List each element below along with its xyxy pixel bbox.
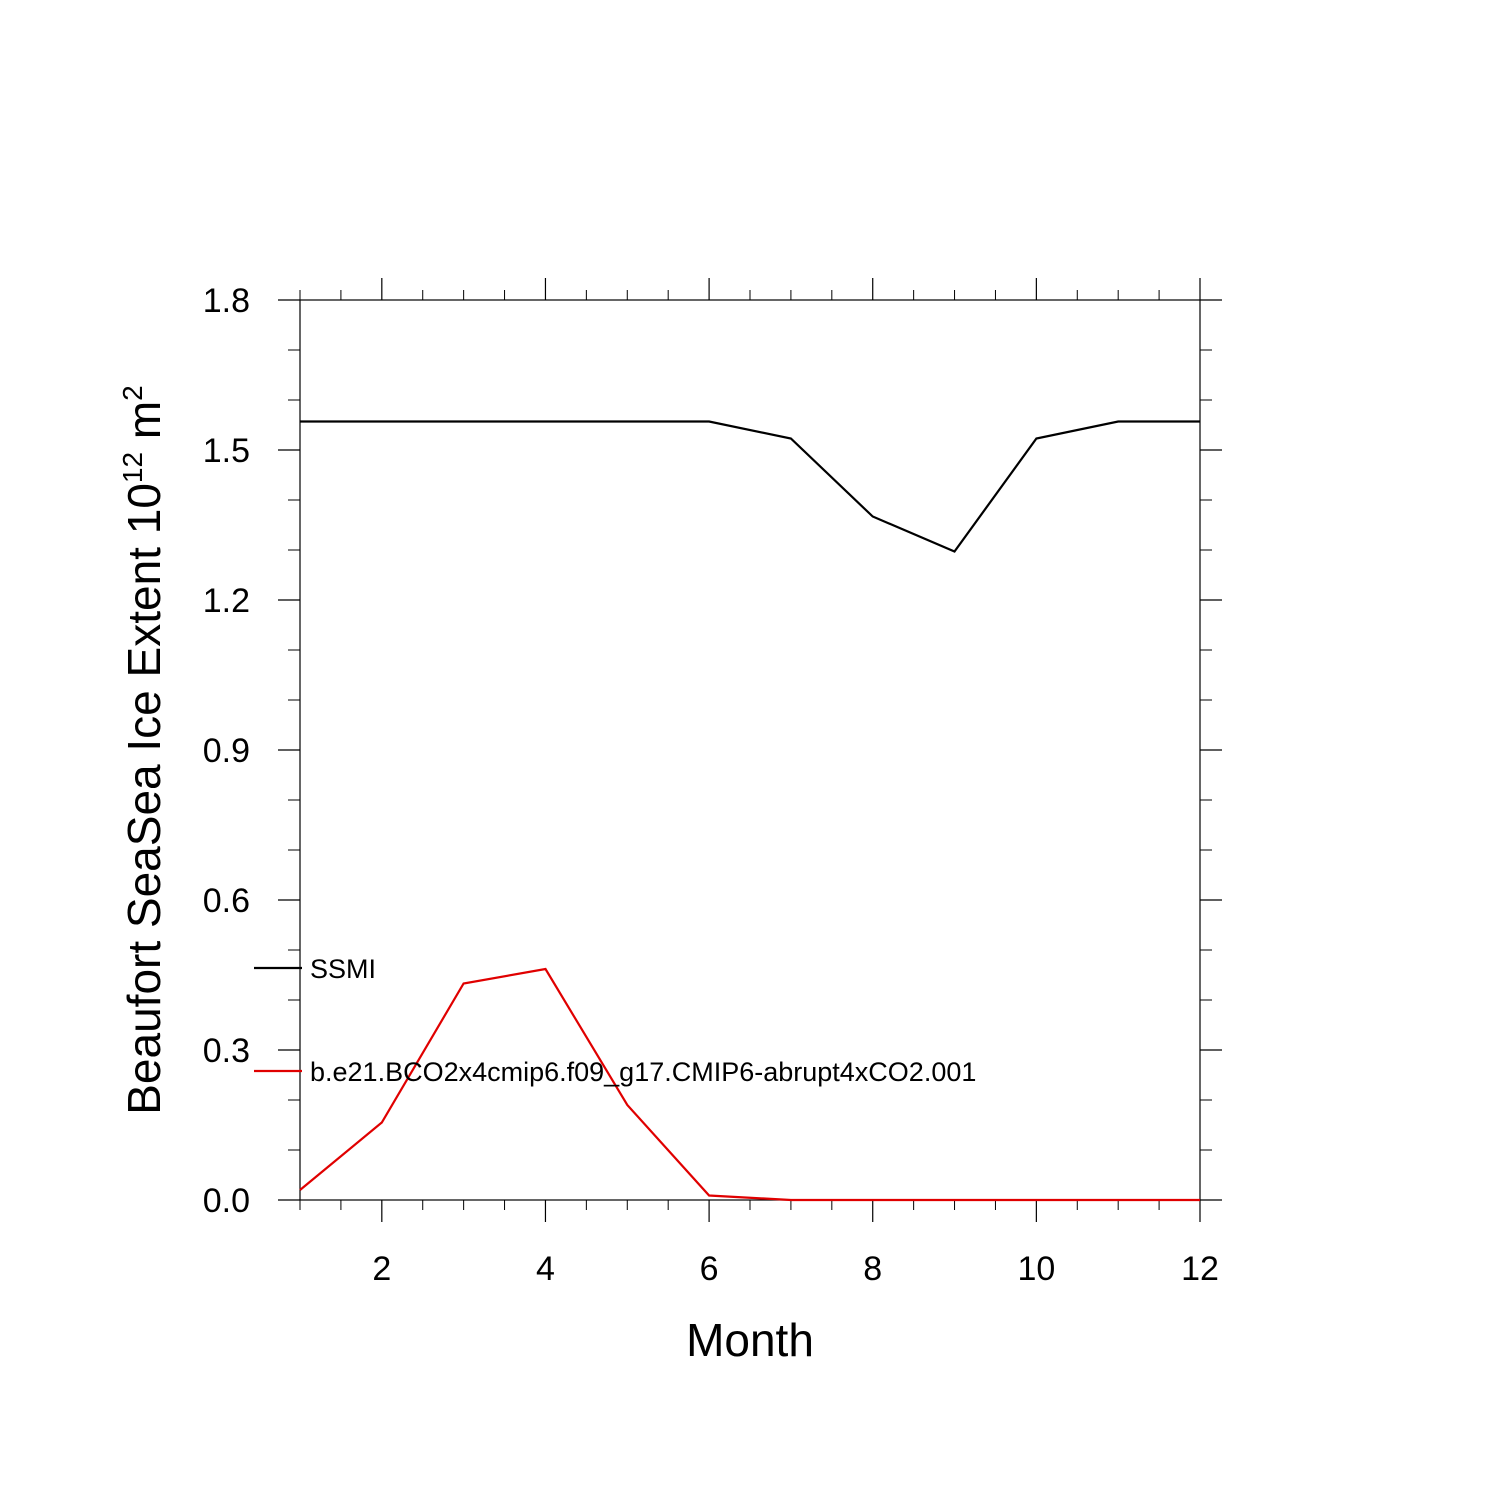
y-tick-label: 1.8 <box>203 282 250 320</box>
series-line-1 <box>300 420 1200 553</box>
x-tick-label: 8 <box>863 1250 882 1288</box>
x-tick-label: 6 <box>700 1250 719 1288</box>
y-tick-label: 1.2 <box>203 582 250 620</box>
tick-labels: 2 4 6 8 10 12 0.0 0.3 0.6 0.9 1.2 1.5 1.8 <box>203 282 1219 1288</box>
y-axis-title-exponent-1: 12 <box>117 452 148 483</box>
x-axis-title: Month <box>686 1314 814 1366</box>
y-tick-label: 0.9 <box>203 732 250 770</box>
x-tick-label: 2 <box>372 1250 391 1288</box>
y-axis-title: Beaufort SeaSea Ice Extent 1012 m2 <box>117 385 170 1115</box>
y-tick-label: 0.3 <box>203 1032 250 1070</box>
x-tick-label: 12 <box>1181 1250 1219 1288</box>
y-axis-title-unit: m <box>118 401 170 452</box>
legend-label: SSMI <box>310 954 376 984</box>
series-layer <box>299 420 1200 1202</box>
y-tick-label: 0.0 <box>203 1182 250 1220</box>
y-axis-title-exponent-2: 2 <box>117 385 148 401</box>
series-line-2 <box>299 967 1200 1202</box>
legend: SSMI b.e21.BCO2x4cmip6.f09_g17.CMIP6-abru… <box>254 954 976 1087</box>
x-tick-label: 4 <box>536 1250 555 1288</box>
x-tick-label: 10 <box>1017 1250 1055 1288</box>
y-tick-label: 1.5 <box>203 432 250 470</box>
y-axis-title-prefix: Beaufort SeaSea Ice Extent 10 <box>118 483 170 1115</box>
legend-label: b.e21.BCO2x4cmip6.f09_g17.CMIP6-abrupt4x… <box>310 1057 976 1087</box>
axis-ticks <box>278 278 1222 1222</box>
y-tick-label: 0.6 <box>203 882 250 920</box>
